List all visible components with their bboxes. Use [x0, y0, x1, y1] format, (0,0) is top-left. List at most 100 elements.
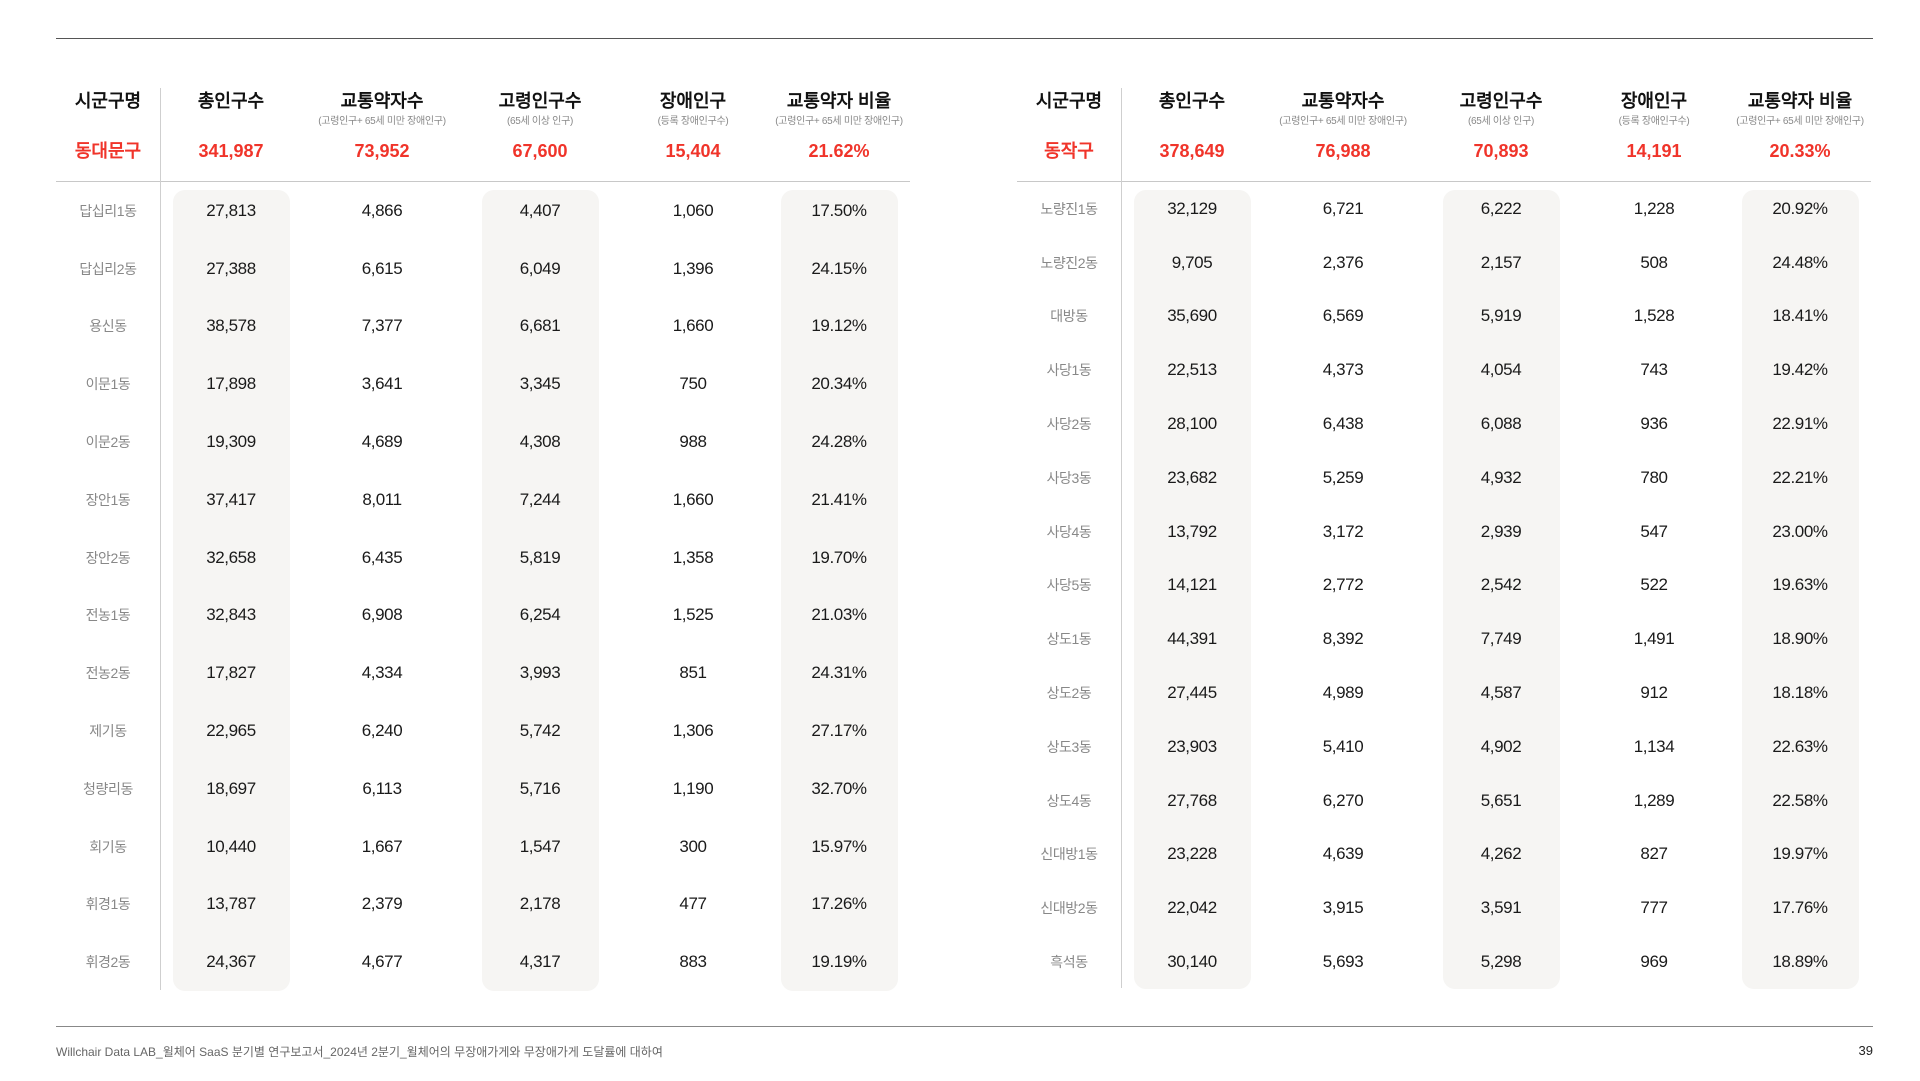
table-cell: 27,445 — [1167, 683, 1217, 703]
table-cell: 5,410 — [1322, 736, 1364, 756]
district-total: 70,893 — [1473, 141, 1529, 161]
table-row: 사당2동 28,100 6,438 6,088 936 22.91% — [1017, 397, 1871, 451]
table-cell: 23,903 — [1167, 736, 1217, 756]
table-cell: 23.00% — [1772, 521, 1828, 541]
column-title: 교통약자수 — [1301, 91, 1385, 111]
table-cell: 300 — [679, 836, 707, 856]
table-cell: 27.17% — [811, 721, 867, 741]
table-cell: 24.15% — [811, 258, 867, 278]
table-row: 사당4동 13,792 3,172 2,939 547 23.00% — [1017, 505, 1871, 559]
table-cell: 4,866 — [361, 200, 403, 220]
dong-name: 사당1동 — [1046, 362, 1092, 379]
table-cell: 1,134 — [1633, 736, 1675, 756]
table-cell: 912 — [1640, 683, 1668, 703]
table-cell: 20.92% — [1772, 198, 1828, 218]
rows: 노량진1동 32,129 6,721 6,222 1,228 20.92% 노량진2동 9,7… — [1017, 182, 1871, 989]
footer-text: Willchair Data LAB_윌체어 SaaS 분기별 연구보고서_20… — [56, 1045, 663, 1059]
header-cell: 교통약자수 (고령인구+ 65세 미만 장애인구) 73,952 — [302, 88, 462, 181]
district-total: 378,649 — [1159, 141, 1225, 161]
column-highlight — [1741, 190, 1859, 989]
table-row: 노량진2동 9,705 2,376 2,157 508 24.48% — [1017, 236, 1871, 290]
dongdaemun-table: 시군구명 동대문구 총인구수 341,987 교통약자수 (고령인구+ 65세 미만 장애… — [56, 88, 910, 992]
table-cell: 1,491 — [1633, 629, 1675, 649]
table-cell: 1,667 — [361, 836, 403, 856]
table-cell: 19.70% — [811, 547, 867, 567]
table-row: 휘경1동 13,787 2,379 2,178 477 17.26% — [56, 876, 910, 934]
district-total: 21.62% — [808, 141, 870, 161]
header-cell: 총인구수 341,987 — [160, 88, 302, 181]
table-cell: 5,693 — [1322, 952, 1364, 972]
column-highlight — [780, 190, 898, 992]
table-cell: 17.76% — [1772, 898, 1828, 918]
table-cell: 3,915 — [1322, 898, 1364, 918]
dong-name: 흑석동 — [1050, 954, 1088, 971]
table-cell: 14,121 — [1167, 575, 1217, 595]
table-cell: 23,228 — [1167, 844, 1217, 864]
table-cell: 6,049 — [519, 258, 561, 278]
table-cell: 4,902 — [1480, 736, 1522, 756]
table-cell: 522 — [1640, 575, 1668, 595]
dong-name: 전농1동 — [85, 607, 131, 624]
dong-name: 신대방2동 — [1040, 900, 1098, 917]
table-cell: 22,513 — [1167, 360, 1217, 380]
table-cell: 22.58% — [1772, 790, 1828, 810]
table-cell: 6,088 — [1480, 414, 1522, 434]
dong-name: 용신동 — [89, 318, 127, 335]
table-cell: 27,813 — [206, 200, 256, 220]
column-title: 교통약자수 — [340, 91, 424, 111]
table-cell: 4,262 — [1480, 844, 1522, 864]
header-cell: 장애인구 (등록 장애인구수) 14,191 — [1579, 88, 1729, 181]
table-cell: 7,377 — [361, 316, 403, 336]
column-title: 고령인구수 — [1459, 91, 1543, 111]
table-cell: 3,993 — [519, 663, 561, 683]
table-body: 노량진1동 32,129 6,721 6,222 1,228 20.92% 노량진2동 9,7… — [1017, 182, 1871, 989]
column-title: 교통약자 비율 — [786, 91, 892, 111]
district-total: 동대문구 — [74, 141, 142, 161]
table-cell: 6,615 — [361, 258, 403, 278]
table-cell: 1,060 — [672, 200, 714, 220]
table-cell: 24.28% — [811, 432, 867, 452]
table-cell: 1,660 — [672, 489, 714, 509]
district-total: 73,952 — [354, 141, 410, 161]
table-row: 휘경2동 24,367 4,677 4,317 883 19.19% — [56, 933, 910, 991]
dong-name: 사당2동 — [1046, 416, 1092, 433]
table-cell: 1,525 — [672, 605, 714, 625]
table-header: 시군구명 동대문구 총인구수 341,987 교통약자수 (고령인구+ 65세 미만 장애… — [56, 88, 910, 182]
table-cell: 18.90% — [1772, 629, 1828, 649]
header-cell: 장애인구 (등록 장애인구수) 15,404 — [618, 88, 768, 181]
table-cell: 477 — [679, 894, 707, 914]
table-cell: 10,440 — [206, 836, 256, 856]
table-cell: 32,843 — [206, 605, 256, 625]
table-cell: 35,690 — [1167, 306, 1217, 326]
column-title: 교통약자 비율 — [1747, 91, 1853, 111]
district-total: 67,600 — [512, 141, 568, 161]
header-cell: 교통약자 비율 (고령인구+ 65세 미만 장애인구) 21.62% — [768, 88, 910, 181]
table-cell: 2,157 — [1480, 252, 1522, 272]
column-title: 고령인구수 — [498, 91, 582, 111]
table-cell: 8,392 — [1322, 629, 1364, 649]
table-cell: 27,388 — [206, 258, 256, 278]
dong-name: 장안1동 — [85, 491, 131, 508]
dong-name: 사당3동 — [1046, 469, 1092, 486]
column-highlight — [1133, 190, 1251, 989]
table-cell: 4,677 — [361, 952, 403, 972]
table-cell: 1,289 — [1633, 790, 1675, 810]
district-total: 14,191 — [1626, 141, 1682, 161]
dong-name: 제기동 — [89, 723, 127, 740]
dong-name: 답십리2동 — [79, 260, 137, 277]
table-cell: 28,100 — [1167, 414, 1217, 434]
table-body: 답십리1동 27,813 4,866 4,407 1,060 17.50% 답십리2동 27,… — [56, 182, 910, 992]
header-cell: 교통약자 비율 (고령인구+ 65세 미만 장애인구) 20.33% — [1729, 88, 1871, 181]
table-cell: 2,939 — [1480, 521, 1522, 541]
column-title: 총인구수 — [197, 91, 265, 111]
column-subtitle: (고령인구+ 65세 미만 장애인구) — [1736, 116, 1864, 127]
district-total: 76,988 — [1315, 141, 1371, 161]
table-cell: 6,438 — [1322, 414, 1364, 434]
table-cell: 4,317 — [519, 952, 561, 972]
table-row: 상도3동 23,903 5,410 4,902 1,134 22.63% — [1017, 720, 1871, 774]
table-row: 신대방1동 23,228 4,639 4,262 827 19.97% — [1017, 828, 1871, 882]
dong-name: 노량진2동 — [1040, 254, 1098, 271]
table-cell: 4,054 — [1480, 360, 1522, 380]
table-cell: 2,178 — [519, 894, 561, 914]
table-row: 노량진1동 32,129 6,721 6,222 1,228 20.92% — [1017, 182, 1871, 236]
